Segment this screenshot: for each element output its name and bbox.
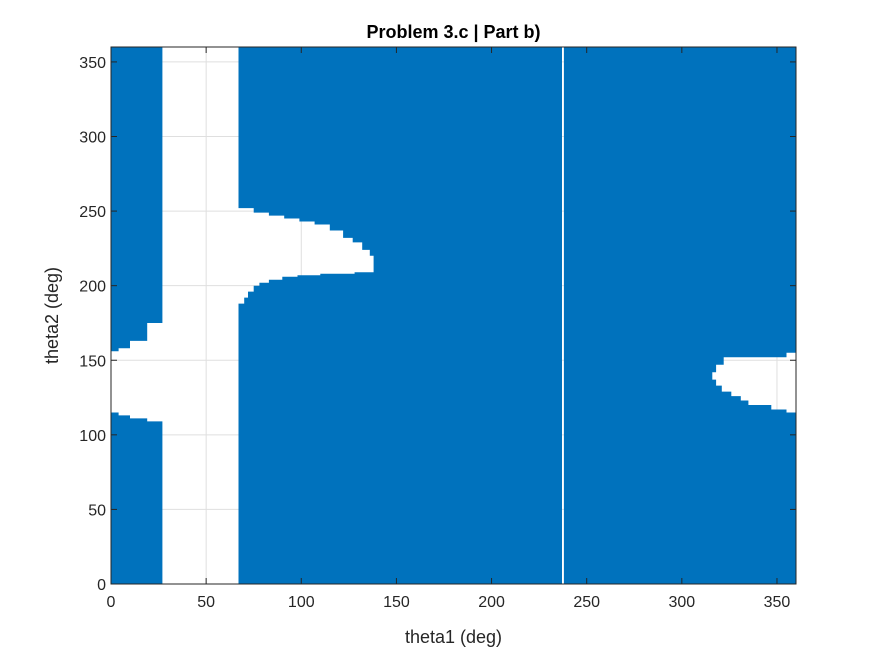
- y-tick-label: 300: [79, 130, 106, 147]
- region-left-upper: [111, 47, 163, 352]
- y-tick-label: 150: [79, 353, 106, 370]
- x-axis-label: theta1 (deg): [405, 627, 502, 647]
- filled-regions: [111, 47, 796, 584]
- axes-box: [110, 46, 797, 585]
- y-tick-label: 100: [79, 428, 106, 445]
- y-tick-label: 0: [97, 577, 106, 594]
- y-tick-label: 50: [88, 502, 106, 519]
- region-right: [563, 47, 796, 584]
- y-axis-label: theta2 (deg): [42, 267, 62, 364]
- chart-title: Problem 3.c | Part b): [366, 22, 540, 42]
- x-tick-label: 300: [668, 594, 695, 611]
- y-tick-label: 350: [79, 55, 106, 72]
- y-tick-label: 250: [79, 204, 106, 221]
- region-main: [238, 47, 562, 584]
- x-tick-label: 50: [197, 594, 215, 611]
- x-tick-label: 100: [288, 594, 315, 611]
- x-tick-label: 350: [764, 594, 791, 611]
- region-left-lower: [111, 412, 163, 584]
- y-tick-label: 200: [79, 279, 106, 296]
- x-tick-label: 0: [107, 594, 116, 611]
- x-tick-label: 250: [573, 594, 600, 611]
- x-tick-label: 150: [383, 594, 410, 611]
- x-tick-label: 200: [478, 594, 505, 611]
- ticks: 0 50 100 150 200 250 300 350 0 50 100 150 200 250 300 3…: [79, 47, 796, 611]
